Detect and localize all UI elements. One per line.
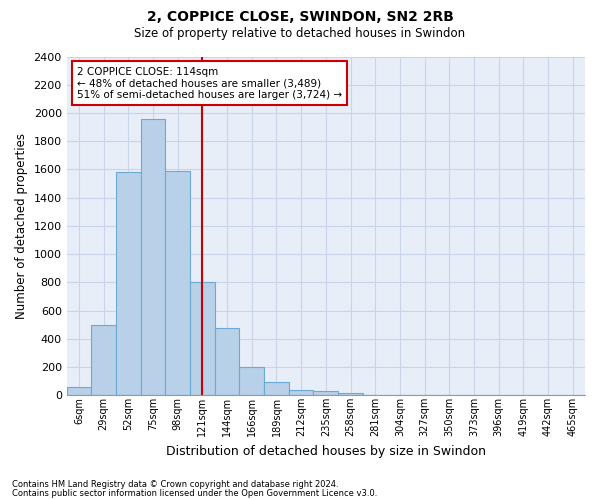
Bar xyxy=(141,118,166,396)
Bar xyxy=(190,282,215,396)
Bar xyxy=(215,328,239,396)
Text: Contains public sector information licensed under the Open Government Licence v3: Contains public sector information licen… xyxy=(12,488,377,498)
Bar xyxy=(239,367,264,396)
Text: 2, COPPICE CLOSE, SWINDON, SN2 2RB: 2, COPPICE CLOSE, SWINDON, SN2 2RB xyxy=(146,10,454,24)
Bar xyxy=(91,325,116,396)
Text: 2 COPPICE CLOSE: 114sqm
← 48% of detached houses are smaller (3,489)
51% of semi: 2 COPPICE CLOSE: 114sqm ← 48% of detache… xyxy=(77,66,342,100)
Bar xyxy=(313,392,338,396)
Bar xyxy=(338,392,363,396)
Bar xyxy=(166,171,190,396)
X-axis label: Distribution of detached houses by size in Swindon: Distribution of detached houses by size … xyxy=(166,444,486,458)
Bar xyxy=(264,382,289,396)
Bar xyxy=(289,390,313,396)
Bar xyxy=(67,387,91,396)
Bar xyxy=(116,172,141,396)
Text: Size of property relative to detached houses in Swindon: Size of property relative to detached ho… xyxy=(134,28,466,40)
Text: Contains HM Land Registry data © Crown copyright and database right 2024.: Contains HM Land Registry data © Crown c… xyxy=(12,480,338,489)
Y-axis label: Number of detached properties: Number of detached properties xyxy=(15,133,28,319)
